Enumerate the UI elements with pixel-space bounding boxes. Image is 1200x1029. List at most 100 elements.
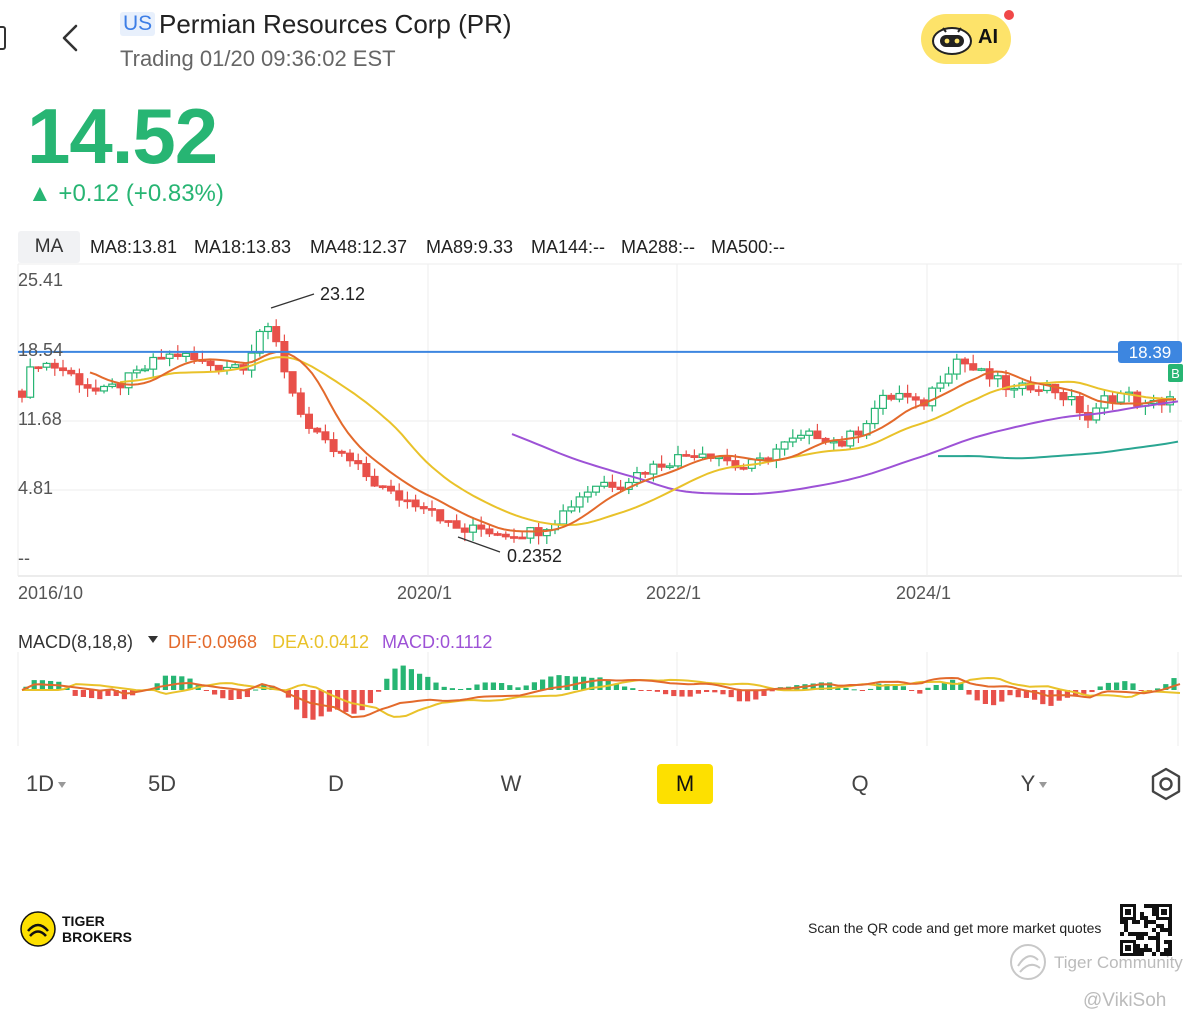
period-tab-q[interactable]: Q [851,771,869,796]
macd-selector[interactable]: MACD(8,18,8) [18,632,134,652]
macd-bar [1114,682,1120,690]
macd-bar [318,690,324,717]
macd-bar [1130,683,1136,690]
period-tab-1d[interactable]: 1D [18,764,74,804]
macd-bar [646,690,652,691]
macd-bar [827,682,833,690]
candle [231,361,240,369]
macd-bar [892,684,898,690]
macd-bar [417,673,423,690]
macd-bar [212,690,218,695]
period-tab-w[interactable]: W [500,771,522,796]
ma144-value: MA144:-- [531,237,606,257]
price-chart[interactable]: 18.39 B 23.12 0.2352 25.41 18.54 11.68 4… [0,262,1200,612]
macd-bar [679,690,685,697]
candle [723,448,732,466]
candle [657,455,666,472]
high-annotation: 23.12 [270,284,365,309]
macd-bar [613,683,619,690]
macd-chart[interactable] [0,652,1200,748]
candle [887,392,896,402]
candle [116,383,125,396]
ai-assistant-button[interactable]: AI [921,14,1011,64]
macd-bar [925,687,931,690]
macd-bar [220,690,226,699]
macd-bar [449,688,455,690]
macd-bar [540,679,546,690]
trading-status: Trading 01/20 09:36:02 EST [120,46,396,71]
macd-bar [868,688,874,690]
ma8-value: MA8:13.81 [90,237,178,257]
macd-bar [433,682,439,690]
candle [829,437,838,451]
macd-bar [359,690,365,711]
candle [583,486,592,503]
back-button[interactable] [50,18,90,58]
macd-bar [1064,690,1070,698]
community-label: Tiger Community [1054,953,1183,972]
period-tab-d[interactable]: D [328,771,344,796]
candle [75,368,84,393]
candle [977,367,986,372]
candle [1067,389,1076,406]
x-label-3: 2022/1 [646,583,701,603]
low-annotation: 0.2352 [457,536,562,566]
candle [329,432,338,458]
macd-bar [1089,690,1095,693]
macd-bar [1105,682,1111,690]
edge-menu-icon[interactable] [0,26,6,50]
candle [780,441,789,456]
b-marker[interactable]: B [1168,364,1183,382]
macd-bar [351,690,357,714]
indicator-selector[interactable]: MA [18,231,80,263]
macd-bar [728,690,734,698]
candle [714,456,723,467]
macd-bar [695,690,701,694]
macd-bar [1048,690,1054,706]
candle [952,353,961,380]
brand-line-1: TIGER [62,913,105,929]
macd-bar [1122,681,1128,690]
x-label-4: 2024/1 [896,583,951,603]
candle [223,360,232,375]
period-tab-5d[interactable]: 5D [147,771,177,796]
candle [1034,385,1043,396]
tiger-brokers-logo [20,911,56,947]
candle [214,364,223,375]
macd-dif: DIF:0.0968 [168,632,258,652]
macd-bar [384,678,390,690]
y-label-3: 11.68 [18,409,62,429]
candle [518,532,527,540]
candle [895,385,904,403]
period-tab-m[interactable]: M [657,764,713,804]
candle [149,353,158,379]
candle [67,367,76,377]
settings-icon[interactable] [1148,766,1184,802]
candle [83,378,92,397]
candle [698,446,707,460]
macd-bar [515,687,521,690]
robot-icon [932,27,972,55]
x-label-1: 2016/10 [18,583,83,603]
caret-down-icon[interactable] [148,636,158,643]
macd-bar [203,690,209,691]
macd-bar [671,690,677,697]
candle [788,429,797,448]
candle [690,449,699,461]
ma18-value: MA18:13.83 [194,237,292,257]
candle [960,357,969,373]
period-tab-y[interactable]: Y [1006,764,1062,804]
candle [165,350,174,367]
brand-line-2: BROKERS [62,929,133,945]
macd-bar [745,690,751,702]
candle [387,479,396,495]
candle [1108,392,1117,411]
candle [559,504,568,525]
macd-bar [474,684,480,690]
candle [272,319,281,347]
macd-bar [999,690,1005,702]
macd-bar [392,668,398,690]
candle [682,450,691,457]
ma89-line [938,440,1179,460]
candle [378,485,387,490]
